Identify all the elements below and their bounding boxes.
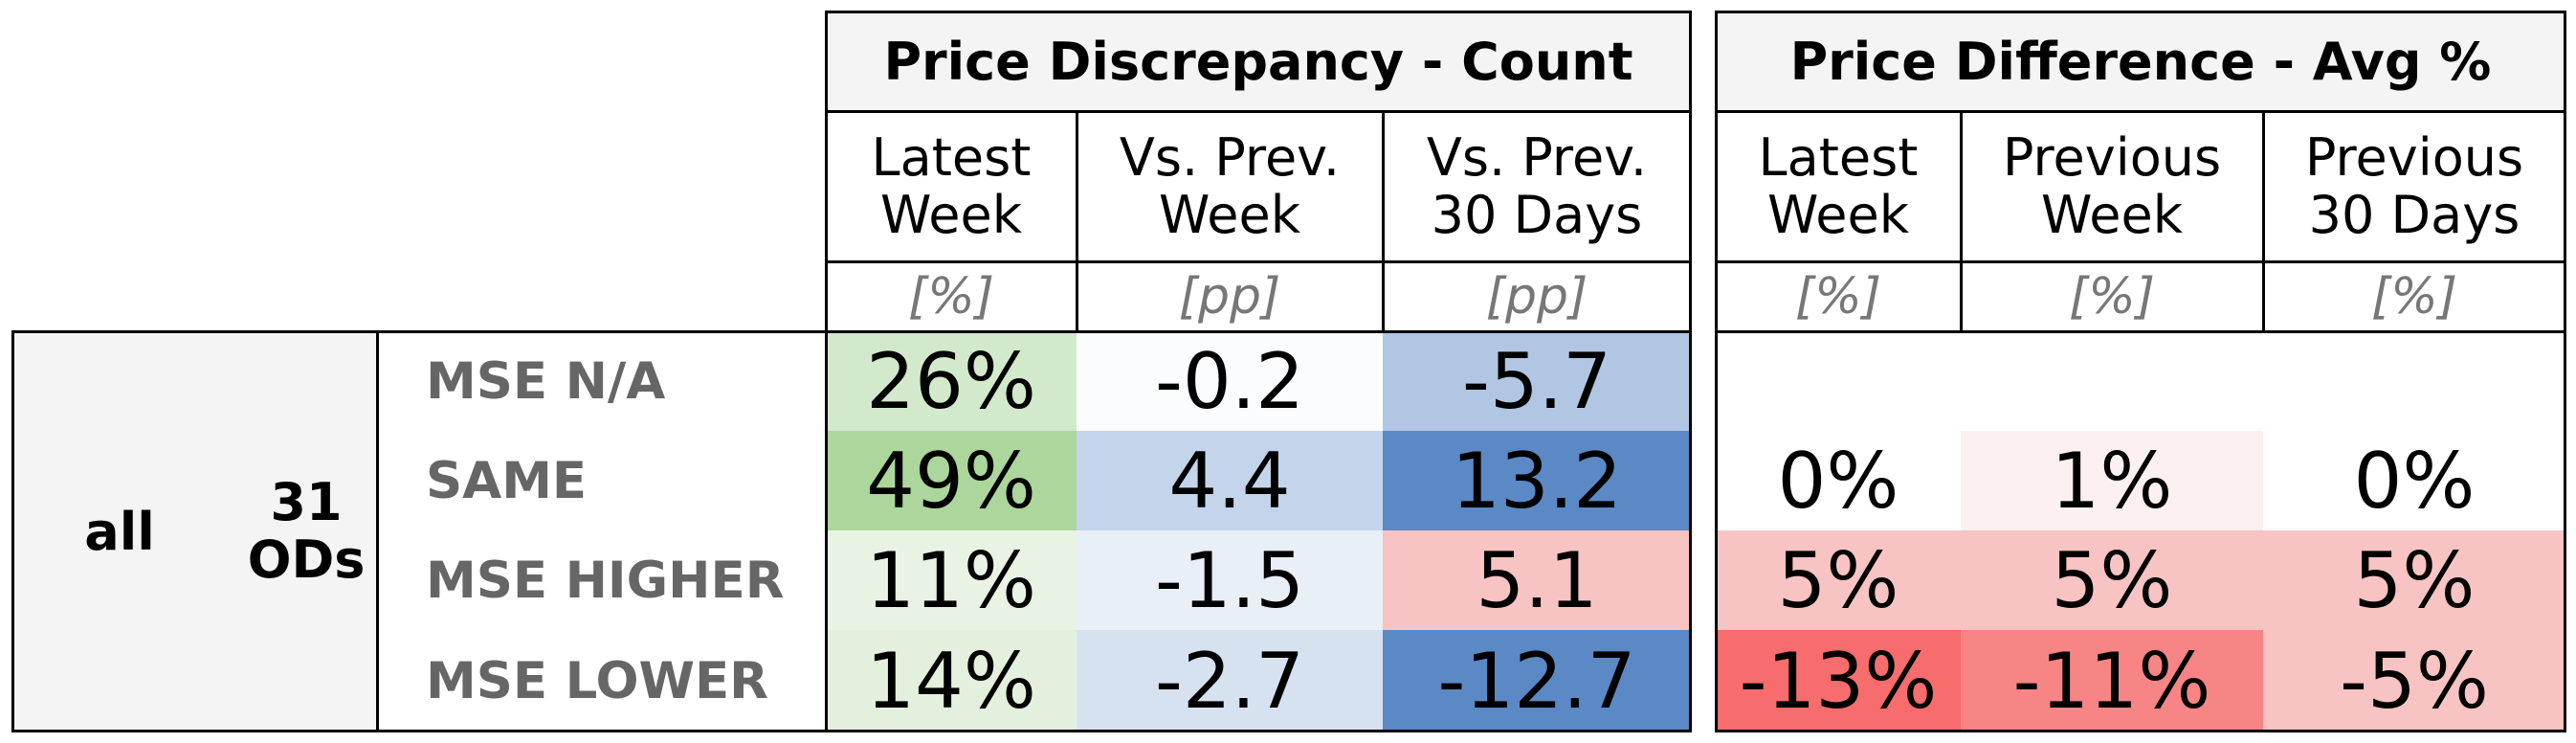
disc-cell-mse-na-prev-30: -5.7: [1383, 331, 1691, 431]
disc-unit-prev-30: [pp]: [1485, 267, 1588, 326]
border-diff-col-2: [2262, 110, 2265, 331]
border-diff-col-1: [1960, 110, 1963, 331]
disc-cell-lower-prev-30: -12.7: [1383, 630, 1691, 732]
diff-cell-lower-latest: -13%: [1716, 630, 1961, 732]
disc-unit-prev-week: [pp]: [1178, 267, 1281, 326]
difference-title: Price Difference - Avg %: [1716, 11, 2565, 111]
border-disc-title-bottom: [825, 110, 1692, 113]
diff-cell-mse-na-prev-week: [1961, 331, 2263, 431]
row-label-mse-na: MSE N/A: [426, 351, 666, 411]
border-disc-left: [825, 11, 828, 732]
row-group-panel: [11, 331, 377, 732]
diff-unit-prev-30: [%]: [2371, 267, 2457, 326]
disc-cell-higher-prev-week: -1.5: [1077, 530, 1383, 630]
border-left-block-top: [11, 330, 826, 333]
border-diff-right: [2564, 11, 2566, 732]
disc-cell-lower-latest: 14%: [826, 630, 1077, 732]
diff-cell-mse-na-prev-30: [2263, 331, 2565, 431]
border-left-block-left: [11, 330, 14, 732]
disc-col-header-prev-30: Vs. Prev. 30 Days: [1426, 126, 1648, 245]
disc-cell-mse-na-latest: 26%: [826, 331, 1077, 431]
discrepancy-title: Price Discrepancy - Count: [826, 11, 1691, 111]
disc-cell-same-prev-week: 4.4: [1077, 431, 1383, 530]
border-disc-header-bottom: [825, 260, 1692, 263]
diff-cell-lower-prev-30: -5%: [2263, 630, 2565, 732]
diff-cell-higher-prev-week: 5%: [1961, 530, 2263, 630]
border-disc-col-2: [1382, 110, 1385, 331]
row-label-mse-lower: MSE LOWER: [426, 651, 768, 710]
diff-col-header-latest: Latest Week: [1758, 126, 1919, 245]
row-label-mse-higher: MSE HIGHER: [426, 551, 785, 610]
border-diff-left: [1715, 11, 1718, 732]
diff-cell-higher-latest: 5%: [1716, 530, 1961, 630]
disc-col-header-latest: Latest Week: [871, 126, 1032, 245]
diff-col-header-prev-week: Previous Week: [2002, 126, 2222, 245]
diff-col-header-prev-30: Previous 30 Days: [2304, 126, 2524, 245]
diff-unit-prev-week: [%]: [2069, 267, 2155, 326]
diff-cell-same-prev-30: 0%: [2263, 431, 2565, 530]
border-disc-col-1: [1076, 110, 1078, 331]
diff-cell-higher-prev-30: 5%: [2263, 530, 2565, 630]
diff-unit-latest: [%]: [1795, 267, 1881, 326]
border-diff-unit-bottom: [1715, 330, 2566, 333]
border-diff-bottom: [1715, 730, 2566, 732]
disc-cell-higher-prev-30: 5.1: [1383, 530, 1691, 630]
row-label-same: SAME: [426, 451, 588, 510]
border-diff-header-bottom: [1715, 260, 2566, 263]
border-left-block-divider: [376, 330, 379, 732]
disc-unit-latest: [%]: [908, 267, 994, 326]
disc-cell-mse-na-prev-week: -0.2: [1077, 331, 1383, 431]
disc-cell-higher-latest: 11%: [826, 530, 1077, 630]
disc-col-header-prev-week: Vs. Prev. Week: [1119, 126, 1341, 245]
row-group-label: all: [84, 501, 155, 562]
diff-cell-same-prev-week: 1%: [1961, 431, 2263, 530]
border-diff-title-bottom: [1715, 110, 2566, 113]
border-disc-right: [1689, 11, 1692, 732]
disc-cell-lower-prev-week: -2.7: [1077, 630, 1383, 732]
disc-cell-same-prev-30: 13.2: [1383, 431, 1691, 530]
border-left-block-bottom: [11, 730, 1691, 732]
diff-cell-mse-na-latest: [1716, 331, 1961, 431]
row-group-count: 31 ODs: [247, 472, 366, 590]
diff-cell-same-latest: 0%: [1716, 431, 1961, 530]
disc-cell-same-latest: 49%: [826, 431, 1077, 530]
border-disc-top: [825, 11, 1692, 13]
diff-cell-lower-prev-week: -11%: [1961, 630, 2263, 732]
border-disc-unit-bottom: [825, 330, 1692, 333]
border-diff-top: [1715, 11, 2566, 13]
